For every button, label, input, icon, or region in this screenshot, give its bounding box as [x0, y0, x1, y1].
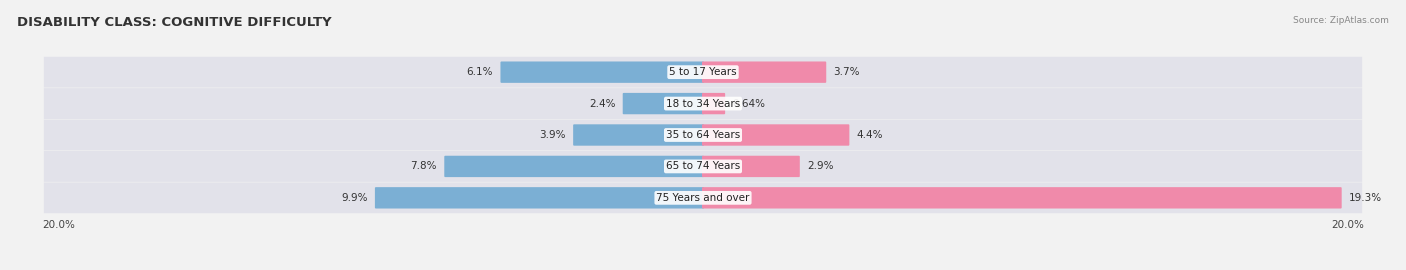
Text: 3.7%: 3.7%: [834, 67, 860, 77]
Text: 5 to 17 Years: 5 to 17 Years: [669, 67, 737, 77]
Text: 19.3%: 19.3%: [1348, 193, 1382, 203]
Text: 7.8%: 7.8%: [411, 161, 437, 171]
FancyBboxPatch shape: [44, 151, 1362, 182]
FancyBboxPatch shape: [44, 183, 1362, 213]
Text: 9.9%: 9.9%: [342, 193, 367, 203]
Text: 2.9%: 2.9%: [807, 161, 834, 171]
Text: 65 to 74 Years: 65 to 74 Years: [666, 161, 740, 171]
FancyBboxPatch shape: [375, 187, 704, 208]
Text: 0.64%: 0.64%: [733, 99, 765, 109]
Text: 3.9%: 3.9%: [540, 130, 565, 140]
FancyBboxPatch shape: [501, 62, 704, 83]
Text: 4.4%: 4.4%: [856, 130, 883, 140]
Text: Source: ZipAtlas.com: Source: ZipAtlas.com: [1294, 16, 1389, 25]
Text: 35 to 64 Years: 35 to 64 Years: [666, 130, 740, 140]
Text: 75 Years and over: 75 Years and over: [657, 193, 749, 203]
FancyBboxPatch shape: [702, 62, 827, 83]
FancyBboxPatch shape: [44, 57, 1362, 87]
FancyBboxPatch shape: [702, 124, 849, 146]
Text: 20.0%: 20.0%: [42, 220, 75, 230]
FancyBboxPatch shape: [623, 93, 704, 114]
Text: 6.1%: 6.1%: [467, 67, 494, 77]
FancyBboxPatch shape: [574, 124, 704, 146]
Text: 20.0%: 20.0%: [1331, 220, 1364, 230]
FancyBboxPatch shape: [702, 187, 1341, 208]
FancyBboxPatch shape: [444, 156, 704, 177]
FancyBboxPatch shape: [702, 93, 725, 114]
Text: 18 to 34 Years: 18 to 34 Years: [666, 99, 740, 109]
FancyBboxPatch shape: [44, 88, 1362, 119]
FancyBboxPatch shape: [702, 156, 800, 177]
Text: DISABILITY CLASS: COGNITIVE DIFFICULTY: DISABILITY CLASS: COGNITIVE DIFFICULTY: [17, 16, 332, 29]
Text: 2.4%: 2.4%: [589, 99, 616, 109]
FancyBboxPatch shape: [44, 120, 1362, 150]
